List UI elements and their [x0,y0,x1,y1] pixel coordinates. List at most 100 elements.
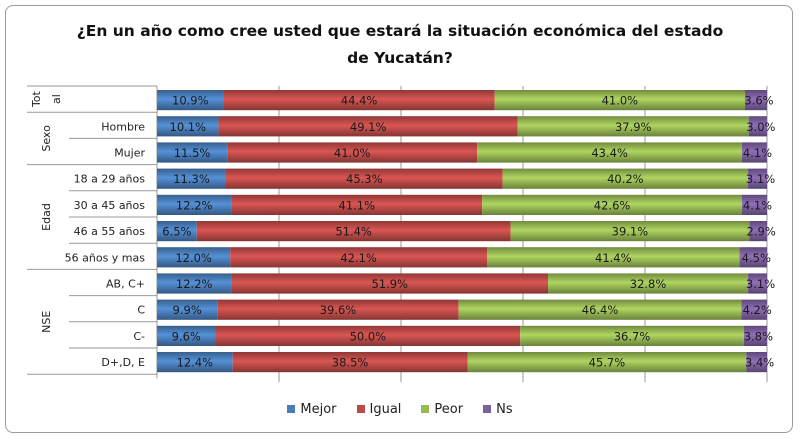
data-label: 51.4% [335,225,372,239]
data-label: 41.4% [595,251,632,265]
bar-peor [467,352,747,373]
legend-label: Peor [434,402,464,417]
data-label: 3.1% [746,172,775,186]
data-label: 45.3% [346,172,383,186]
data-label: 3.4% [745,356,774,370]
bar-ns [748,273,767,294]
data-label: 41.0% [602,94,639,108]
row-label: AB, C+ [106,278,145,291]
bar-peor [458,299,742,320]
data-label: 11.3% [173,172,210,186]
data-label: 46.4% [582,303,619,317]
legend-item-igual: Igual [356,402,402,417]
data-label: 40.2% [607,172,644,186]
bar-ns [748,168,767,189]
bar-ns [746,352,767,373]
group-label: al [50,94,63,104]
data-label: 39.6% [320,303,357,317]
bar-mejor [157,116,219,137]
data-label: 10.1% [170,120,207,134]
row-label: Hombre [101,120,145,133]
data-label: 4.1% [743,198,772,212]
group-label: NSE [40,311,53,333]
bar-peor [548,273,749,294]
data-label: 39.1% [612,225,649,239]
bar-ns [741,194,767,215]
data-label: 49.1% [350,120,387,134]
legend-swatch [287,405,296,413]
bar-igual [218,116,518,137]
bar-peor [487,247,740,268]
bar-mejor [157,273,232,294]
bar-ns [749,221,767,242]
data-label: 3.8% [744,329,773,343]
data-label: 44.4% [341,94,378,108]
bar-mejor [157,299,218,320]
bar-ns [741,142,767,163]
legend-item-peor: Peor [421,402,463,417]
bar-igual [223,90,495,111]
row-label: C [137,304,145,317]
bar-igual [215,325,521,346]
row-label: Mujer [114,147,145,160]
bar-mejor [157,325,216,346]
row-label: 18 a 29 años [74,173,146,186]
bar-igual [230,247,488,268]
bar-mejor [157,247,231,268]
bar-peor [502,168,749,189]
legend-swatch [483,405,492,413]
data-label: 9.6% [172,329,201,343]
group-label: Sexo [40,125,53,152]
data-label: 12.4% [177,356,214,370]
bar-peor [494,90,746,111]
data-label: 12.2% [176,277,213,291]
data-label: 45.7% [589,356,626,370]
bar-igual [227,142,478,163]
bar-mejor [157,142,228,163]
data-label: 50.0% [350,329,387,343]
data-label: 2.9% [747,225,776,239]
title-line-1: ¿En un año como cree usted que estará la… [76,22,724,40]
legend-swatch [421,405,430,413]
row-label: 30 a 45 años [74,199,146,212]
bar-igual [232,352,468,373]
data-label: 41.0% [334,146,371,160]
data-label: 38.5% [332,356,369,370]
data-label: 12.0% [175,251,212,265]
data-label: 36.7% [614,329,651,343]
group-label: Tot [30,90,43,108]
group-label: Edad [40,203,53,231]
plot-area: Tot al Sexo Edad NSE 10.9% 44.4% 41.0% 3.6% Hombr… [27,85,776,383]
data-label: 10.9% [172,94,209,108]
legend-swatch [356,405,365,413]
data-label: 12.2% [176,198,213,212]
bar-ns [748,116,767,137]
bar-peor [510,221,750,242]
bar-igual [196,221,511,242]
bar-igual [225,168,503,189]
row-label: D+,D, E [101,356,145,369]
chart-title: ¿En un año como cree usted que estará la… [6,18,792,72]
bar-ns [739,247,767,268]
bar-mejor [157,352,233,373]
data-label: 6.5% [162,225,191,239]
data-label: 3.0% [746,120,775,134]
data-label: 43.4% [591,146,628,160]
bar-igual [231,194,483,215]
legend-label: Mejor [300,402,337,417]
legend-label: Igual [369,402,402,417]
data-label: 51.9% [371,277,408,291]
data-label: 9.9% [173,303,202,317]
bar-mejor [157,221,197,242]
row-label: 46 a 55 años [74,225,146,238]
data-label: 42.6% [594,198,631,212]
bar-peor [517,116,749,137]
bar-peor [477,142,742,163]
data-label: 41.1% [339,198,376,212]
data-label: 37.9% [615,120,652,134]
legend: Mejor Igual Peor Ns [6,402,792,417]
bar-igual [217,299,459,320]
chart-frame: ¿En un año como cree usted que estará la… [5,5,793,433]
data-label: 3.6% [744,94,773,108]
bar-peor [482,194,742,215]
